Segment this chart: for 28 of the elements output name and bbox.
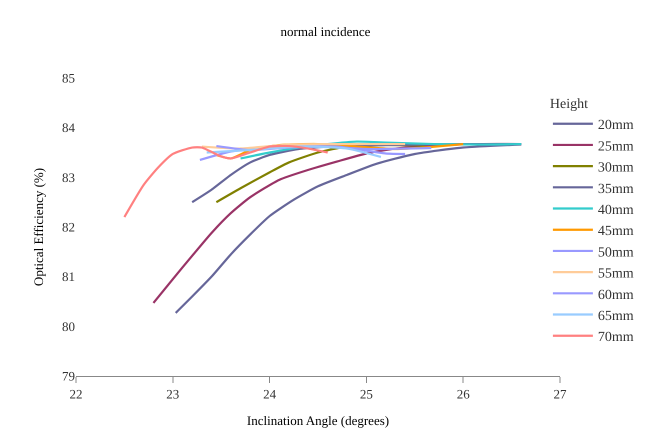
x-tick-label: 23 [166, 386, 180, 402]
legend-title: Height [550, 97, 588, 112]
y-tick-label: 81 [62, 269, 75, 284]
chart-title: normal incidence [280, 24, 371, 39]
legend-label: 20mm [598, 118, 634, 134]
x-axis-title: Inclination Angle (degrees) [246, 413, 390, 428]
legend-label: 60mm [598, 288, 634, 303]
x-tick-label: 22 [70, 386, 82, 402]
legend-label: 55mm [598, 266, 634, 282]
y-tick-label: 79 [62, 368, 75, 384]
y-tick-label: 80 [62, 318, 75, 334]
legend-label: 45mm [598, 224, 634, 240]
legend-label: 35mm [598, 182, 634, 197]
y-tick-label: 83 [62, 170, 75, 185]
legend-label: 30mm [598, 160, 634, 176]
legend-label: 65mm [598, 308, 634, 324]
legend-label: 70mm [598, 330, 634, 346]
y-tick-label: 85 [62, 70, 75, 86]
legend-label: 40mm [598, 202, 634, 218]
y-tick-label: 82 [62, 220, 75, 235]
x-tick-label: 27 [554, 386, 567, 402]
x-tick-label: 26 [456, 386, 470, 402]
legend-label: 25mm [598, 139, 634, 154]
legend-label: 50mm [598, 245, 634, 260]
y-tick-label: 84 [62, 120, 76, 136]
x-tick-label: 24 [263, 386, 277, 402]
x-tick-label: 25 [360, 386, 373, 402]
y-axis-title: Optical Efficiency (%) [30, 168, 46, 286]
